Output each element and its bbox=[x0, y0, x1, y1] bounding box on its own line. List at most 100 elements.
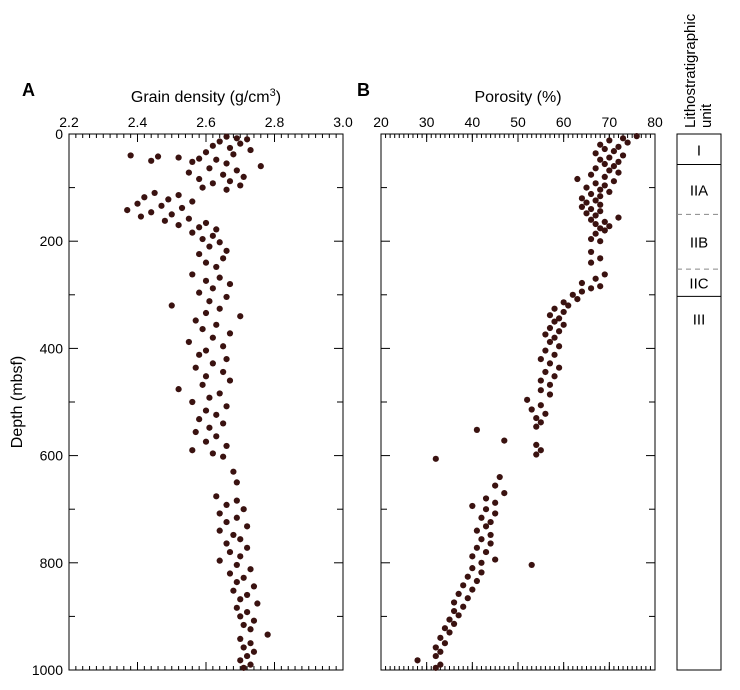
data-point bbox=[233, 514, 240, 521]
data-point bbox=[240, 574, 247, 581]
data-point bbox=[244, 652, 251, 660]
data-point bbox=[583, 199, 590, 206]
panel-a-letter: A bbox=[22, 80, 35, 100]
data-point bbox=[237, 313, 244, 320]
data-point bbox=[619, 152, 627, 159]
unit-label: IIC bbox=[689, 276, 708, 293]
unit-column-header-line-2: unit bbox=[698, 103, 715, 128]
data-point bbox=[216, 239, 223, 246]
data-point bbox=[606, 137, 613, 144]
data-point bbox=[441, 625, 449, 632]
data-point bbox=[537, 447, 544, 454]
data-point bbox=[556, 364, 563, 371]
data-point bbox=[206, 243, 213, 250]
data-point bbox=[501, 437, 508, 444]
data-point bbox=[192, 317, 199, 324]
data-point bbox=[578, 279, 586, 287]
data-point bbox=[213, 156, 220, 163]
data-point bbox=[206, 424, 213, 431]
data-point bbox=[237, 596, 244, 603]
unit-label: III bbox=[693, 311, 706, 328]
panel-a-y-tick-labels: 0 200 400 600 800 1000 bbox=[32, 126, 63, 678]
data-point bbox=[597, 255, 604, 262]
data-point bbox=[233, 497, 240, 504]
x-tick-label: 40 bbox=[465, 114, 481, 130]
data-point bbox=[556, 328, 563, 335]
data-point bbox=[209, 450, 216, 457]
data-point bbox=[199, 235, 206, 243]
data-point bbox=[199, 326, 206, 333]
data-point bbox=[226, 144, 234, 152]
data-point bbox=[551, 318, 558, 325]
panel-a-x-axis-title-main: Grain density (g/cm bbox=[131, 89, 270, 106]
y-axis-title: Depth (mbsf) bbox=[9, 356, 26, 448]
data-point bbox=[597, 193, 604, 200]
panel-a-x-tick-labels: 2.2 2.4 2.6 2.8 3.0 bbox=[59, 114, 353, 130]
data-point bbox=[601, 182, 608, 189]
x-tick-label: 80 bbox=[647, 114, 663, 130]
data-point bbox=[587, 216, 595, 223]
data-point bbox=[464, 573, 471, 580]
data-point bbox=[565, 302, 572, 309]
data-point bbox=[551, 305, 558, 312]
data-point bbox=[206, 298, 213, 305]
data-point bbox=[610, 178, 618, 185]
data-point bbox=[202, 259, 210, 266]
data-point bbox=[124, 207, 131, 214]
data-point bbox=[233, 479, 240, 486]
x-tick-label: 2.2 bbox=[59, 114, 79, 130]
data-point bbox=[244, 591, 251, 599]
data-point bbox=[546, 324, 554, 332]
data-point bbox=[240, 506, 247, 513]
data-point bbox=[196, 155, 203, 162]
data-point bbox=[237, 657, 244, 664]
y-tick-label: 1000 bbox=[32, 662, 63, 678]
data-point bbox=[592, 150, 599, 157]
data-point bbox=[230, 587, 237, 594]
data-point bbox=[244, 609, 251, 616]
data-point bbox=[533, 414, 540, 422]
unit-column-frame bbox=[676, 133, 722, 671]
data-point bbox=[601, 145, 608, 153]
data-point bbox=[450, 607, 458, 615]
data-point bbox=[592, 197, 599, 204]
data-point bbox=[223, 518, 230, 526]
data-point bbox=[202, 309, 210, 317]
data-point bbox=[209, 180, 216, 187]
data-point bbox=[560, 321, 567, 328]
data-point bbox=[196, 416, 203, 423]
data-point bbox=[220, 420, 227, 427]
data-point bbox=[202, 438, 210, 445]
panel-b-plot-frame bbox=[380, 133, 656, 671]
data-point bbox=[597, 156, 604, 163]
x-tick-label: 30 bbox=[419, 114, 435, 130]
data-point bbox=[478, 514, 485, 521]
data-point bbox=[175, 386, 182, 393]
data-point bbox=[223, 356, 230, 363]
data-point bbox=[569, 291, 576, 298]
panel-a-plot-frame bbox=[68, 133, 344, 671]
data-point bbox=[606, 223, 613, 230]
data-point bbox=[168, 211, 175, 218]
data-point bbox=[213, 321, 220, 328]
data-point bbox=[615, 158, 622, 165]
data-point bbox=[233, 604, 240, 611]
data-point bbox=[610, 163, 618, 170]
data-point bbox=[175, 222, 182, 229]
data-point bbox=[189, 158, 196, 165]
data-point bbox=[223, 442, 230, 450]
panel-b-porosity: B Porosity (%) 20 30 40 50 60 70 80 bbox=[357, 80, 663, 671]
data-point bbox=[233, 561, 240, 569]
data-point bbox=[560, 308, 567, 316]
data-point bbox=[473, 544, 480, 551]
data-point bbox=[574, 175, 581, 183]
data-point bbox=[601, 218, 608, 226]
data-point bbox=[446, 629, 453, 636]
data-point bbox=[437, 634, 444, 641]
data-point bbox=[189, 398, 196, 406]
data-point bbox=[240, 664, 247, 671]
data-point bbox=[587, 235, 595, 243]
data-point bbox=[233, 135, 240, 142]
data-point bbox=[556, 343, 563, 350]
